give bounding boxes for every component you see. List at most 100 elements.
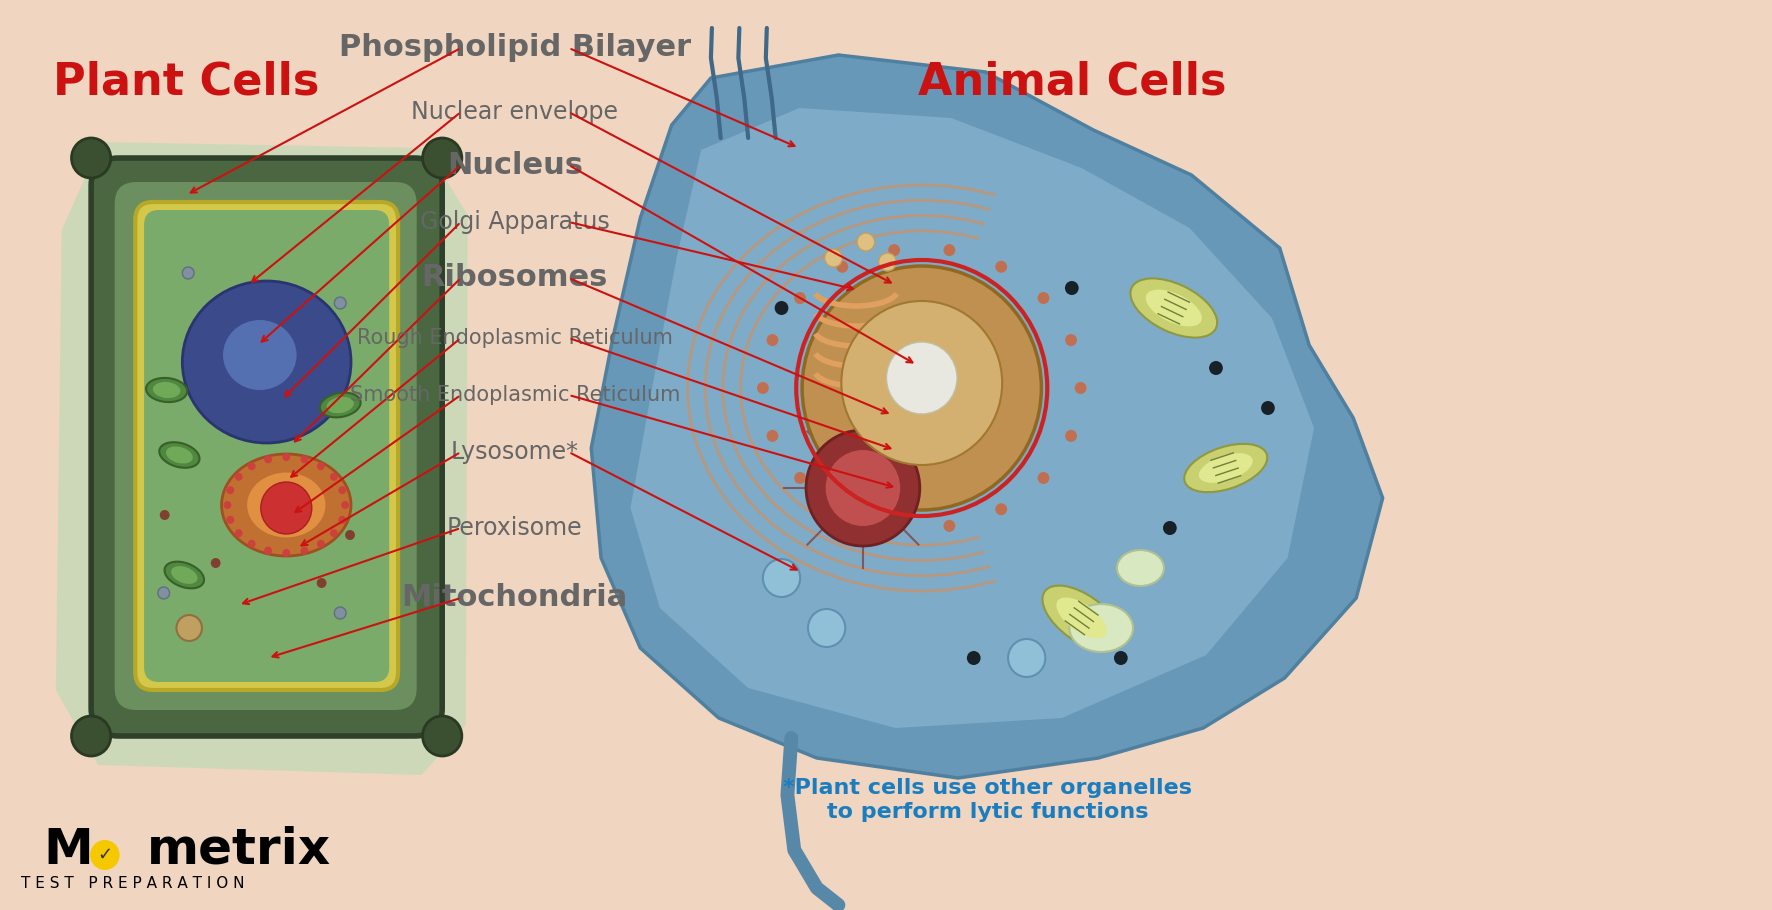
Circle shape — [301, 547, 308, 555]
FancyBboxPatch shape — [90, 158, 443, 736]
Circle shape — [260, 482, 312, 534]
Circle shape — [764, 559, 801, 597]
Ellipse shape — [326, 397, 354, 413]
Circle shape — [234, 530, 243, 537]
Circle shape — [330, 473, 338, 480]
Circle shape — [803, 266, 1042, 510]
Text: Rough Endoplasmic Reticulum: Rough Endoplasmic Reticulum — [356, 328, 673, 348]
Text: *Plant cells use other organelles
to perform lytic functions: *Plant cells use other organelles to per… — [783, 778, 1193, 822]
Polygon shape — [57, 142, 468, 775]
Circle shape — [248, 462, 255, 470]
Circle shape — [888, 520, 900, 531]
Ellipse shape — [1184, 444, 1267, 492]
Circle shape — [282, 453, 291, 461]
Circle shape — [227, 516, 234, 524]
Circle shape — [794, 472, 806, 484]
Circle shape — [1038, 472, 1049, 484]
Circle shape — [996, 261, 1006, 273]
Circle shape — [879, 253, 897, 271]
Circle shape — [943, 520, 955, 531]
Ellipse shape — [172, 566, 197, 584]
Ellipse shape — [165, 561, 204, 589]
Circle shape — [338, 516, 346, 524]
Text: Peroxisome: Peroxisome — [447, 516, 583, 540]
Circle shape — [858, 233, 875, 251]
Circle shape — [826, 450, 900, 526]
FancyBboxPatch shape — [144, 210, 390, 682]
Circle shape — [264, 547, 273, 555]
Circle shape — [767, 430, 778, 442]
Text: Phospholipid Bilayer: Phospholipid Bilayer — [338, 34, 691, 63]
Circle shape — [177, 615, 202, 641]
Circle shape — [227, 486, 234, 494]
Circle shape — [842, 301, 1003, 465]
Circle shape — [1065, 334, 1077, 346]
Circle shape — [317, 540, 324, 548]
Circle shape — [1008, 639, 1045, 677]
Ellipse shape — [1069, 604, 1132, 652]
Circle shape — [943, 244, 955, 256]
Circle shape — [1209, 361, 1223, 375]
Circle shape — [1065, 430, 1077, 442]
Circle shape — [806, 430, 920, 546]
Ellipse shape — [1200, 453, 1253, 483]
Text: Ribosomes: Ribosomes — [422, 264, 608, 292]
Circle shape — [996, 503, 1006, 515]
Ellipse shape — [223, 320, 296, 390]
Circle shape — [767, 334, 778, 346]
Circle shape — [836, 261, 849, 273]
Circle shape — [1038, 292, 1049, 304]
Circle shape — [71, 138, 110, 178]
Ellipse shape — [246, 471, 326, 539]
Circle shape — [886, 342, 957, 414]
Circle shape — [159, 510, 170, 520]
Circle shape — [317, 578, 326, 588]
Circle shape — [824, 249, 842, 267]
Circle shape — [317, 462, 324, 470]
Circle shape — [757, 382, 769, 394]
Circle shape — [301, 455, 308, 463]
Circle shape — [342, 501, 349, 509]
Circle shape — [248, 540, 255, 548]
Circle shape — [90, 840, 119, 870]
Text: ✓: ✓ — [97, 846, 112, 864]
Circle shape — [836, 503, 849, 515]
Ellipse shape — [183, 281, 351, 443]
Text: Mitochondria: Mitochondria — [402, 583, 627, 612]
Circle shape — [1065, 281, 1079, 295]
Circle shape — [346, 530, 354, 540]
Polygon shape — [631, 108, 1315, 728]
Text: Plant Cells: Plant Cells — [53, 60, 319, 104]
Text: Nucleus: Nucleus — [447, 150, 583, 179]
Circle shape — [335, 297, 346, 309]
Circle shape — [264, 455, 273, 463]
Ellipse shape — [1131, 278, 1217, 338]
Ellipse shape — [167, 447, 193, 463]
Circle shape — [158, 587, 170, 599]
Circle shape — [234, 473, 243, 480]
Circle shape — [330, 530, 338, 537]
Circle shape — [968, 651, 980, 665]
Circle shape — [223, 501, 232, 509]
Circle shape — [422, 716, 462, 756]
Ellipse shape — [1056, 598, 1108, 639]
FancyBboxPatch shape — [115, 182, 416, 710]
Circle shape — [794, 292, 806, 304]
Circle shape — [183, 267, 195, 279]
Text: metrix: metrix — [147, 826, 331, 874]
Text: Nuclear envelope: Nuclear envelope — [411, 100, 618, 124]
Text: Golgi Apparatus: Golgi Apparatus — [420, 210, 610, 234]
Text: Animal Cells: Animal Cells — [918, 60, 1226, 104]
Circle shape — [1076, 382, 1086, 394]
Circle shape — [338, 486, 346, 494]
Ellipse shape — [152, 382, 181, 398]
Text: M: M — [44, 826, 94, 874]
Circle shape — [1262, 401, 1274, 415]
Circle shape — [71, 716, 110, 756]
Text: Lysosome*: Lysosome* — [450, 440, 579, 464]
Circle shape — [1115, 651, 1127, 665]
Circle shape — [335, 607, 346, 619]
Circle shape — [211, 558, 220, 568]
Circle shape — [282, 549, 291, 557]
Circle shape — [774, 301, 789, 315]
